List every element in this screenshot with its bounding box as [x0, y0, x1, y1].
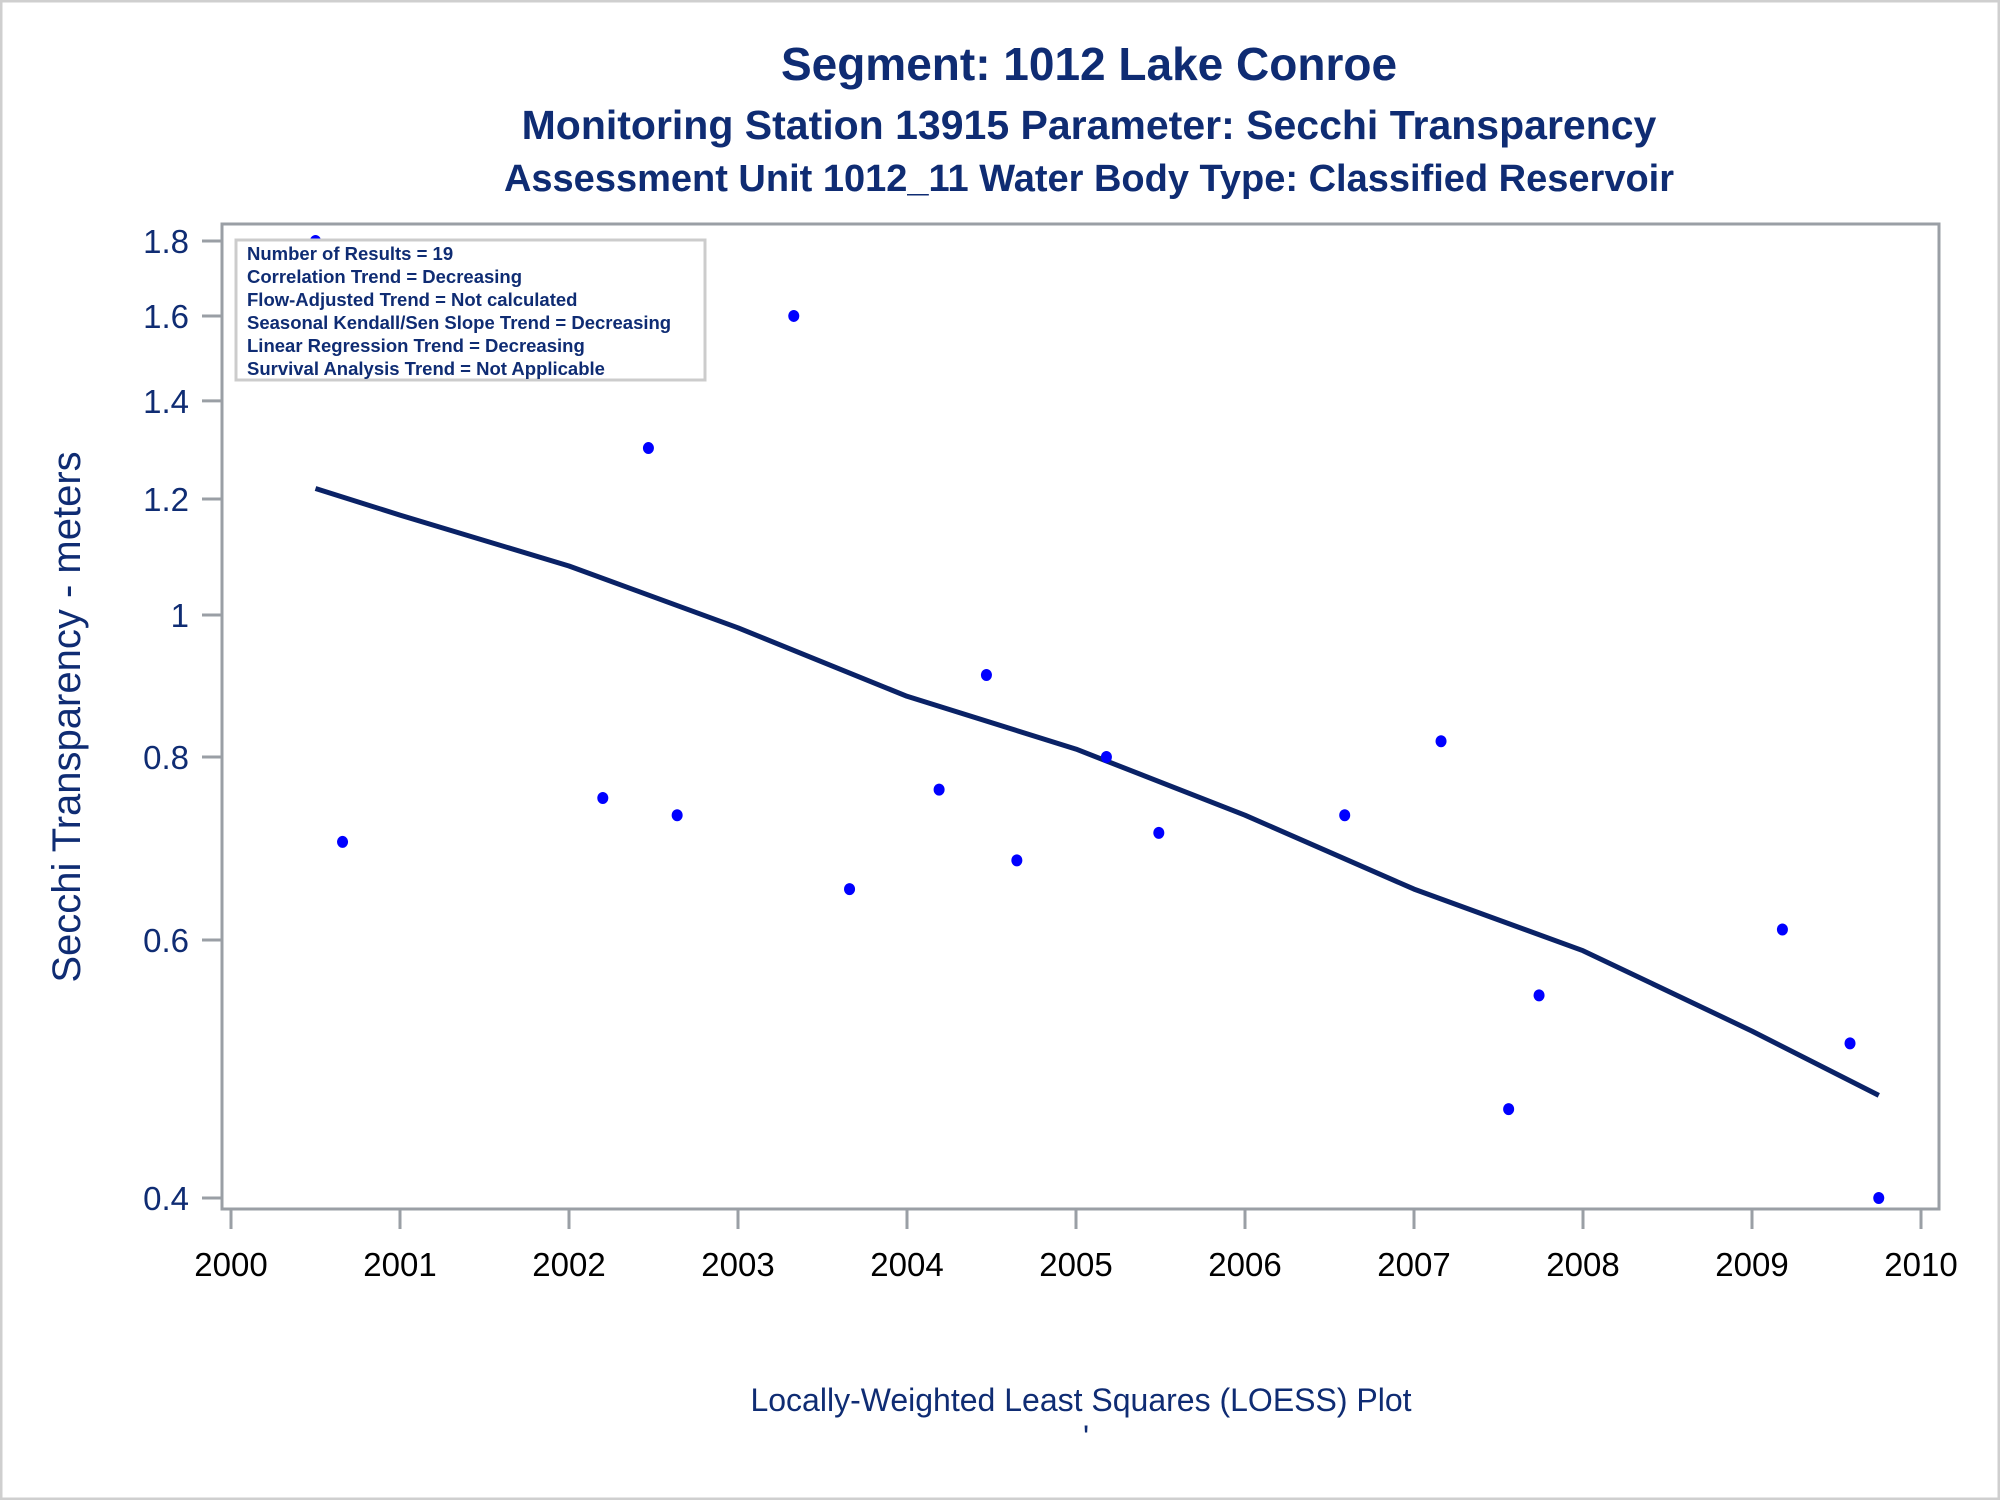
stats-survival-analysis-trend: Survival Analysis Trend = Not Applicable	[247, 358, 605, 379]
data-point	[1844, 1037, 1856, 1050]
stats-flow-adjusted-trend: Flow-Adjusted Trend = Not calculated	[247, 289, 577, 310]
x-tick-label: 2001	[363, 1246, 436, 1283]
chart-subtitle: Monitoring Station 13915 Parameter: Secc…	[522, 102, 1657, 148]
data-point	[1873, 1192, 1885, 1204]
x-tick-label: 2000	[194, 1246, 267, 1283]
chart-subtitle-2: Assessment Unit 1012_11 Water Body Type:…	[504, 158, 1674, 200]
x-tick-label: 2005	[1039, 1246, 1112, 1283]
x-tick-label: 2008	[1546, 1246, 1619, 1283]
y-tick-label: 0.8	[143, 739, 189, 776]
stats-box: Number of Results = 19 Correlation Trend…	[234, 238, 707, 382]
stats-correlation-trend: Correlation Trend = Decreasing	[247, 266, 522, 287]
x-tick-label: 2009	[1715, 1246, 1788, 1283]
x-axis: 2000 2001 2002 2003 2004 2005 2006 2007 2008 2009…	[194, 1209, 1958, 1283]
x-tick-label: 2002	[532, 1246, 605, 1283]
data-point	[597, 792, 609, 805]
loess-series	[314, 486, 1880, 1098]
data-point	[1435, 735, 1447, 748]
data-point	[1153, 826, 1165, 839]
y-axis-label: Secchi Transparency - meters	[45, 451, 89, 982]
x-tick-label: 2010	[1884, 1246, 1957, 1283]
y-tick-label: 0.6	[143, 922, 189, 959]
data-point	[980, 668, 992, 681]
x-tick-label: 2007	[1377, 1246, 1450, 1283]
y-tick-label: 1.4	[143, 383, 189, 420]
data-point	[1776, 923, 1788, 936]
chart-title: Segment: 1012 Lake Conroe	[781, 38, 1397, 90]
stats-linear-regression-trend: Linear Regression Trend = Decreasing	[247, 335, 585, 356]
stats-box-frame	[234, 238, 707, 382]
data-point	[933, 783, 945, 796]
data-point	[1100, 750, 1112, 763]
x-tick-label: 2006	[1208, 1246, 1281, 1283]
stats-number-of-results: Number of Results = 19	[247, 243, 453, 264]
y-axis: 0.4 0.6 0.8 1 1.2 1.4 1.6 1.8	[143, 223, 222, 1217]
data-point	[671, 809, 683, 822]
plot-frame	[220, 222, 1941, 1211]
x-tick-label: 2004	[870, 1246, 943, 1283]
y-tick-label: 1.8	[143, 223, 189, 260]
scatter-series	[310, 235, 1885, 1204]
y-tick-label: 0.4	[143, 1180, 189, 1217]
data-point	[788, 309, 800, 322]
loess-line	[314, 486, 1880, 1098]
stats-seasonal-kendall-trend: Seasonal Kendall/Sen Slope Trend = Decre…	[247, 312, 671, 333]
data-point	[642, 442, 654, 455]
data-point	[1011, 854, 1023, 867]
y-tick-label: 1.2	[143, 481, 189, 518]
data-point	[1533, 989, 1545, 1002]
y-tick-label: 1.6	[143, 298, 189, 335]
data-point	[337, 835, 349, 848]
data-point	[844, 883, 856, 896]
caption-mark: '	[1083, 1419, 1089, 1455]
data-point	[1339, 809, 1351, 822]
data-point	[1503, 1103, 1515, 1116]
y-tick-label: 1	[171, 597, 189, 634]
x-tick-label: 2003	[701, 1246, 774, 1283]
chart-caption: Locally-Weighted Least Squares (LOESS) P…	[750, 1382, 1411, 1418]
